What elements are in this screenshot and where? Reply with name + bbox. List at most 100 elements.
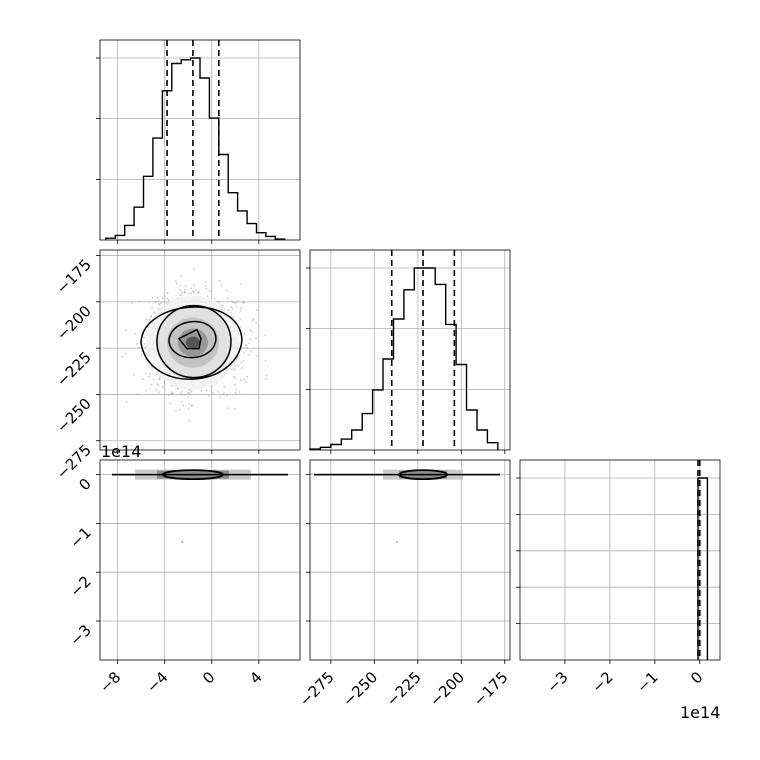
scatter-xy-point: [193, 284, 196, 286]
scatter-xy-point: [149, 372, 152, 375]
scatter-xy-point: [150, 366, 153, 369]
scatter-xy-point: [241, 367, 243, 369]
scatter-yz-frame: [309, 459, 511, 661]
scatter-xy-point: [137, 393, 139, 396]
scatter-xy-point: [147, 301, 150, 303]
scatter-xy-point: [247, 353, 250, 356]
scatter-xy-point: [182, 404, 184, 407]
scatter-xy-point: [264, 334, 267, 336]
scatter-xy-point: [160, 302, 163, 304]
scatter-xy-ytick-label-0: −175: [53, 256, 95, 298]
scatter-xy-point: [245, 344, 248, 346]
scatter-xy-point: [144, 346, 147, 349]
scatter-yz-outlier: [395, 540, 398, 543]
scatter-xy-point: [240, 307, 243, 310]
scatter-xy-point: [166, 292, 169, 294]
scatter-xy-point: [181, 393, 184, 396]
scatter-xy-point: [226, 289, 228, 292]
scatter-xz-ytick-label-2: −2: [66, 572, 94, 600]
hist-x-frame: [99, 39, 301, 241]
scatter-xy-point: [180, 401, 183, 403]
scatter-xy-point: [121, 355, 124, 358]
scatter-xy-point: [149, 387, 151, 390]
hist-z-frame: [519, 459, 721, 661]
scatter-xy-point: [157, 300, 160, 302]
scatter-xy-point: [227, 297, 229, 300]
scatter-xy-point: [178, 408, 181, 411]
scatter-xy-ytick-label-4: −275: [53, 441, 95, 483]
scatter-xy-frame: [99, 249, 301, 451]
scatter-xy-point: [148, 375, 151, 378]
scatter-xy-point: [255, 322, 258, 324]
scatter-xy-point: [245, 347, 248, 349]
scatter-xy-point: [175, 282, 178, 285]
scatter-xy-point: [249, 350, 252, 353]
scatter-xy-point: [251, 330, 253, 333]
scatter-xy-point: [256, 309, 259, 311]
scatter-xy-point: [234, 391, 237, 394]
scatter-xy-point: [149, 316, 152, 318]
scatter-xy-point: [243, 378, 245, 380]
scatter-xy-point: [265, 378, 268, 381]
scatter-xy-point: [211, 392, 214, 394]
scatter-xy-point: [235, 388, 238, 391]
scatter-xy-point: [150, 383, 153, 386]
scatter-xy-point: [223, 386, 226, 388]
scatter-xy-point: [256, 355, 259, 357]
scatter-yz-xtick-label-1: −250: [339, 668, 381, 710]
scatter-xy-point: [249, 338, 252, 341]
scatter-xy-point: [231, 307, 234, 310]
scatter-xy-point: [240, 283, 242, 285]
scatter-xy-point: [158, 303, 161, 306]
scatter-xy-point: [205, 285, 207, 288]
scatter-xy-point: [181, 390, 184, 393]
scatter-xy-point: [251, 319, 254, 322]
scatter-xy-point: [191, 404, 193, 406]
scatter-xy-point: [205, 287, 208, 290]
hist-y-frame: [309, 249, 511, 451]
scatter-xy-point: [184, 291, 186, 294]
scatter-xz-frame: [99, 459, 301, 661]
scatter-xy-contour-mid: [156, 304, 232, 379]
scatter-xy-point: [218, 279, 221, 282]
scatter-xy-point: [206, 295, 209, 298]
scatter-xz-ytick-label-0: 0: [75, 475, 94, 494]
scatter-xy-point: [255, 337, 257, 340]
scatter-yz-xtick-label-4: −175: [470, 668, 512, 710]
scatter-xy-ytick-label-1: −200: [53, 302, 95, 344]
scatter-xy-point: [181, 291, 183, 294]
scatter-xy-point: [163, 295, 166, 298]
scatter-xy-point: [138, 346, 141, 349]
scatter-xy-point: [227, 309, 230, 311]
scatter-xy-point: [133, 374, 136, 376]
scatter-xy-point: [163, 380, 166, 383]
scatter-xy-point: [238, 391, 241, 393]
scatter-xy-point: [234, 408, 237, 410]
scatter-xy-point: [172, 392, 174, 395]
scatter-xy-point: [190, 287, 193, 290]
scatter-xz-xtick-label-0: −8: [96, 668, 124, 696]
scatter-xy-point: [220, 284, 223, 287]
scatter-xy-point: [167, 299, 170, 302]
scatter-xy-panel: −175−200−225 −250−275: [53, 249, 301, 483]
scatter-xy-point: [197, 290, 200, 293]
scatter-xy-point: [219, 396, 221, 399]
hist-z-xtick-label-0: −3: [543, 668, 571, 696]
scatter-xy-point: [243, 302, 246, 304]
scatter-yz-contour: [398, 469, 448, 481]
scatter-xy-point: [193, 268, 196, 270]
scatter-xz-xtick-label-3: 4: [246, 668, 265, 687]
scatter-xy-point: [135, 342, 138, 345]
scatter-xy-point: [138, 300, 141, 303]
scatter-xy-point: [187, 392, 190, 394]
scatter-xy-point: [234, 364, 237, 367]
scatter-xy-point: [247, 342, 250, 345]
scatter-xy-point: [239, 309, 242, 312]
scatter-xy-point: [241, 301, 244, 304]
scatter-xy-point: [152, 378, 155, 381]
scatter-xy-point: [223, 392, 225, 395]
scatter-xy-point: [151, 306, 154, 309]
scatter-xy-point: [161, 297, 164, 300]
scatter-xy-point: [143, 343, 146, 345]
scatter-xy-point: [226, 407, 229, 410]
